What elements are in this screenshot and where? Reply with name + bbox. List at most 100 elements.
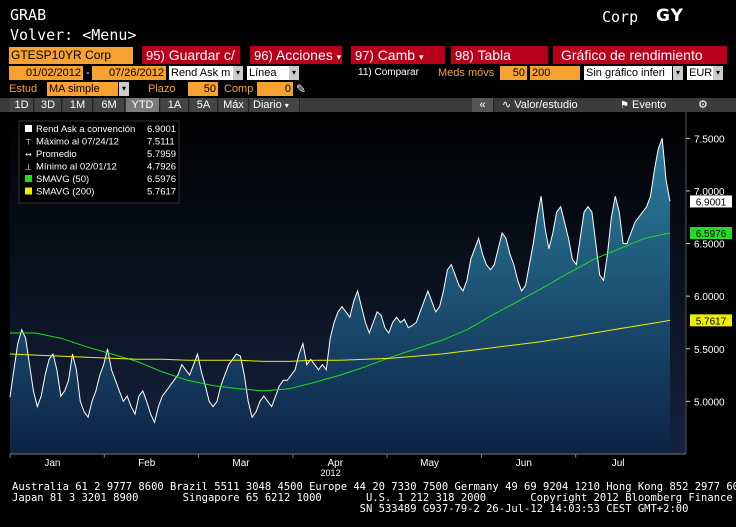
tab-1d[interactable]: 1D (10, 98, 34, 112)
value-study-label: Valor/estudio (514, 99, 578, 111)
x-axis: Jan Feb Mar Apr May Jun Jul 2012 (9, 453, 686, 478)
legend-marker (25, 125, 32, 132)
save-button-number: 95) (146, 48, 165, 63)
legend-label: SMAVG (50) (36, 174, 89, 185)
comp-field[interactable]: 0 (257, 82, 293, 96)
lower-chart-dropdown-icon[interactable]: ▾ (673, 66, 683, 80)
x-tick-label: Mar (232, 458, 250, 469)
series-lines-group (9, 138, 671, 424)
avg-arrow-icon: ↔ (25, 150, 32, 159)
frequency-select[interactable]: Diario ▾ (250, 98, 300, 112)
last-value-text: 6.9001 (696, 197, 727, 208)
yield-chart-label: Gráfico de rendimiento (561, 47, 703, 63)
ma-short-field[interactable]: 50 (500, 66, 527, 80)
legend-value: 4.7926 (147, 162, 176, 173)
legend-value: 5.7959 (147, 149, 176, 160)
tab-1a[interactable]: 1A (161, 98, 189, 112)
table-button-number: 98) (455, 48, 474, 63)
tab-5a[interactable]: 5A (190, 98, 218, 112)
pencil-icon[interactable]: ✎ (296, 82, 307, 96)
collapse-button[interactable]: « (472, 98, 494, 112)
field-dropdown-icon[interactable]: ▾ (233, 66, 243, 80)
study-select[interactable]: MA simple (47, 82, 118, 96)
last-value-badge (690, 314, 732, 327)
actions-button-number: 96) (254, 48, 273, 63)
event-button[interactable]: ⚑ Evento (620, 98, 666, 112)
tab-ytd[interactable]: YTD (126, 98, 160, 112)
legend-value: 5.7617 (147, 187, 176, 198)
moving-avg-label: Meds móvs (438, 67, 495, 79)
last-value-badge (690, 195, 732, 208)
study-label: Estud (9, 83, 38, 95)
term-label: Plazo (148, 83, 176, 95)
yield-chart[interactable]: 5.0000 5.5000 6.0000 6.5000 7.0000 7.5000 Jan… (0, 112, 736, 478)
y-tick-label: 6.5000 (694, 240, 725, 251)
legend-marker (25, 187, 32, 195)
x-tick-label: Jan (44, 458, 60, 469)
change-button-label: Camb (377, 47, 416, 63)
legend: Rend Ask a convención 6.9001 ⊤ Máximo al 07… (18, 120, 180, 204)
x-tick-label: May (420, 458, 439, 469)
gy-function-label: GY (656, 6, 684, 26)
legend-value: 7.5111 (147, 137, 175, 148)
tab-1m[interactable]: 1M (63, 98, 93, 112)
change-button[interactable]: 97) Camb ▾ (351, 46, 445, 64)
change-button-number: 97) (355, 48, 374, 63)
frequency-label: Diario (253, 99, 282, 111)
ticker-input[interactable]: GTESP10YR Corp (9, 47, 133, 64)
caret-down-icon: ▾ (336, 52, 342, 62)
y-tick-label: 5.0000 (694, 397, 725, 408)
footer: Australia 61 2 9777 8600 Brazil 5511 304… (0, 480, 736, 527)
gear-icon[interactable]: ⚙ (698, 99, 708, 111)
legend-label: Rend Ask a convención (36, 124, 135, 135)
legend-marker (25, 175, 32, 182)
legend-label: Mínimo al 02/01/12 (36, 162, 117, 173)
y-axis: 5.0000 5.5000 6.0000 6.5000 7.0000 7.5000 (685, 112, 725, 454)
value-study-button[interactable]: ∿ Valor/estudio (502, 98, 578, 112)
save-button-label: Guardar c/ (168, 47, 235, 63)
back-to-menu[interactable]: Volver: <Menu> (10, 26, 137, 44)
last-value-text: 6.5976 (696, 229, 727, 240)
line-chart-icon: ∿ (502, 99, 512, 111)
x-tick-label: Jun (516, 458, 532, 469)
min-arrow-icon: ⊥ (25, 163, 32, 172)
last-value-labels: 6.9001 6.5976 5.7617 (690, 195, 732, 327)
legend-box (18, 120, 180, 204)
chart-type-dropdown-icon[interactable]: ▾ (289, 66, 299, 80)
smavg-200-line (9, 319, 671, 362)
y-tick-label: 5.5000 (694, 345, 725, 356)
tab-6m[interactable]: 6M (94, 98, 125, 112)
actions-button[interactable]: 96) Acciones ▾ (250, 46, 342, 64)
price-line (9, 138, 671, 424)
price-area (10, 138, 670, 455)
lower-chart-select[interactable]: Sin gráfico inferi (584, 66, 672, 80)
legend-label: Máximo al 07/24/12 (36, 137, 119, 148)
date-separator: - (86, 67, 90, 79)
event-label: Evento (632, 99, 667, 111)
tab-max[interactable]: Máx (219, 98, 249, 112)
save-button[interactable]: 95) Guardar c/ (142, 46, 240, 64)
currency-dropdown-icon[interactable]: ▾ (713, 66, 723, 80)
field-select[interactable]: Rend Ask m (169, 66, 233, 80)
header: GRAB Volver: <Menu> Corp GY (0, 0, 736, 46)
footer-line-1: Australia 61 2 9777 8600 Brazil 5511 304… (12, 481, 736, 493)
x-tick-label: Feb (138, 458, 156, 469)
ma-long-field[interactable]: 200 (530, 66, 580, 80)
end-date-field[interactable]: 07/26/2012 (92, 66, 166, 80)
caret-down-icon: ▾ (284, 101, 289, 110)
max-arrow-icon: ⊤ (25, 138, 32, 147)
y-tick-label: 6.0000 (694, 292, 725, 303)
table-button[interactable]: 98) Tabla (451, 46, 548, 64)
study-dropdown-icon[interactable]: ▾ (119, 82, 129, 96)
caret-down-icon: ▾ (418, 52, 424, 62)
chart-type-select[interactable]: Línea (247, 66, 289, 80)
term-field[interactable]: 50 (188, 82, 218, 96)
yield-chart-button[interactable]: Gráfico de rendimiento (553, 46, 727, 64)
legend-label: SMAVG (200) (36, 187, 94, 198)
tab-3d[interactable]: 3D (35, 98, 62, 112)
last-value-badge (690, 227, 732, 240)
flag-icon: ⚑ (620, 100, 629, 111)
start-date-field[interactable]: 01/02/2012 (9, 66, 83, 80)
currency-select[interactable]: EUR (687, 66, 713, 80)
compare-button[interactable]: 11) Comparar (358, 67, 419, 78)
